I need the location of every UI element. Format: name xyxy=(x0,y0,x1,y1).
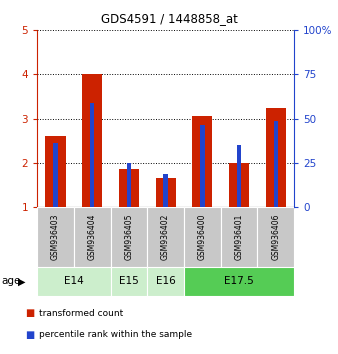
Bar xyxy=(111,267,147,296)
Bar xyxy=(163,174,168,207)
Text: GDS4591 / 1448858_at: GDS4591 / 1448858_at xyxy=(101,12,237,25)
Text: ▶: ▶ xyxy=(18,276,25,286)
Text: GSM936403: GSM936403 xyxy=(51,214,60,261)
Text: percentile rank within the sample: percentile rank within the sample xyxy=(39,330,192,339)
Bar xyxy=(273,121,278,207)
Text: transformed count: transformed count xyxy=(39,309,123,318)
Bar xyxy=(155,178,176,207)
Bar xyxy=(53,143,58,207)
Bar xyxy=(37,267,111,296)
Text: E15: E15 xyxy=(119,276,139,286)
Text: ■: ■ xyxy=(25,330,34,339)
Text: GSM936406: GSM936406 xyxy=(271,214,280,261)
Bar xyxy=(266,108,286,207)
Bar xyxy=(147,267,184,296)
Text: GSM936402: GSM936402 xyxy=(161,214,170,261)
Bar xyxy=(229,163,249,207)
Bar xyxy=(237,145,241,207)
Text: GSM936404: GSM936404 xyxy=(88,214,97,261)
Text: E16: E16 xyxy=(156,276,175,286)
Bar xyxy=(37,207,74,267)
Bar xyxy=(45,136,66,207)
Text: GSM936405: GSM936405 xyxy=(124,214,134,261)
Bar xyxy=(74,207,111,267)
Bar xyxy=(119,170,139,207)
Bar xyxy=(147,207,184,267)
Bar xyxy=(82,74,102,207)
Text: GSM936401: GSM936401 xyxy=(235,214,243,261)
Bar xyxy=(258,207,294,267)
Text: E14: E14 xyxy=(64,276,84,286)
Bar xyxy=(184,207,221,267)
Text: GSM936400: GSM936400 xyxy=(198,214,207,261)
Bar xyxy=(127,163,131,207)
Bar xyxy=(221,207,257,267)
Bar xyxy=(200,125,204,207)
Text: E17.5: E17.5 xyxy=(224,276,254,286)
Text: age: age xyxy=(2,276,21,286)
Bar xyxy=(184,267,294,296)
Bar xyxy=(90,103,94,207)
Bar xyxy=(192,116,212,207)
Bar xyxy=(111,207,147,267)
Text: ■: ■ xyxy=(25,308,34,318)
